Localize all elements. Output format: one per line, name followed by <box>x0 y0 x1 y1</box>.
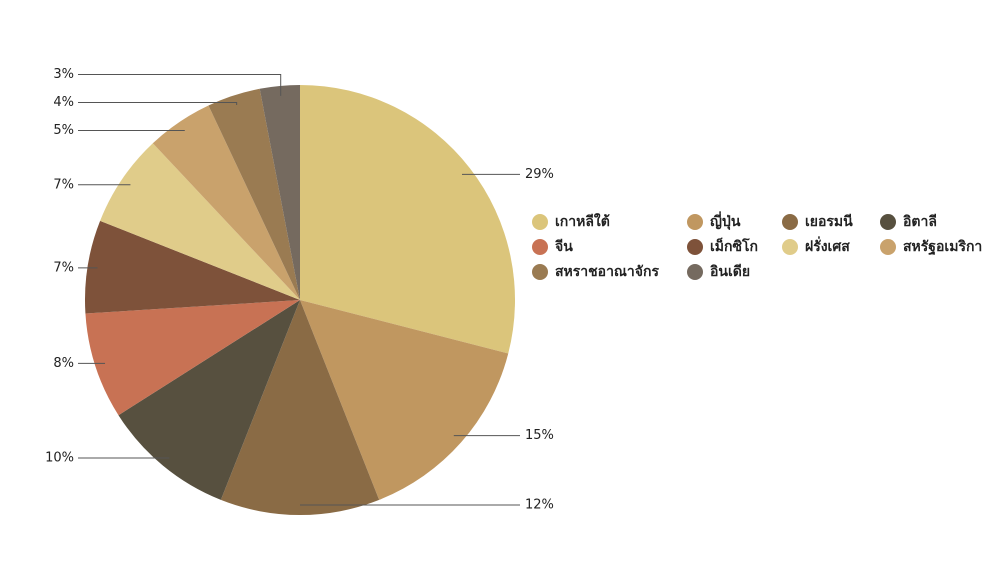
pie-slice <box>300 300 509 500</box>
data-label: 7% <box>53 177 74 192</box>
pie-slice <box>118 300 300 500</box>
legend-swatch <box>532 264 548 280</box>
legend-swatch <box>782 239 798 255</box>
legend-swatch <box>687 214 703 230</box>
legend-label: ฝรั่งเศส <box>805 236 850 255</box>
data-label: 5% <box>53 123 74 138</box>
data-label: 29% <box>525 167 554 182</box>
data-label: 8% <box>53 356 74 371</box>
data-label: 3% <box>53 67 74 82</box>
pie-slice <box>85 300 300 416</box>
pie-slice <box>300 85 515 354</box>
legend-label: อิตาลี <box>902 214 937 230</box>
legend-label: สหรัฐอเมริกา <box>903 239 982 256</box>
legend-label: สหราชอาณาจักร <box>555 264 659 280</box>
data-label: 4% <box>53 95 74 110</box>
pie-slice <box>259 85 300 300</box>
pie-slice <box>208 88 300 300</box>
legend-label: เกาหลีใต้ <box>555 212 610 230</box>
legend-label: เยอรมนี <box>805 214 853 230</box>
legend-swatch <box>782 214 798 230</box>
legend-label: อินเดีย <box>709 264 750 280</box>
leader-line <box>78 101 238 106</box>
pie-slice <box>220 300 380 515</box>
legend-label: เม็กซิโก <box>710 237 758 255</box>
data-label: 7% <box>53 260 74 275</box>
data-label: 15% <box>525 428 554 443</box>
leader-line <box>78 73 282 96</box>
legend-swatch <box>532 214 548 230</box>
pie-slice <box>152 105 300 300</box>
data-label: 10% <box>45 450 74 465</box>
pie-slice <box>100 143 300 300</box>
legend-swatch <box>532 239 548 255</box>
legend-label: ญี่ปุ่น <box>710 211 741 230</box>
legend-swatch <box>687 239 703 255</box>
data-label: 12% <box>525 498 554 513</box>
pie-slice <box>84 220 300 314</box>
legend-swatch <box>880 214 896 230</box>
legend-swatch <box>880 239 896 255</box>
legend-label: จีน <box>554 239 573 255</box>
legend-swatch <box>687 264 703 280</box>
